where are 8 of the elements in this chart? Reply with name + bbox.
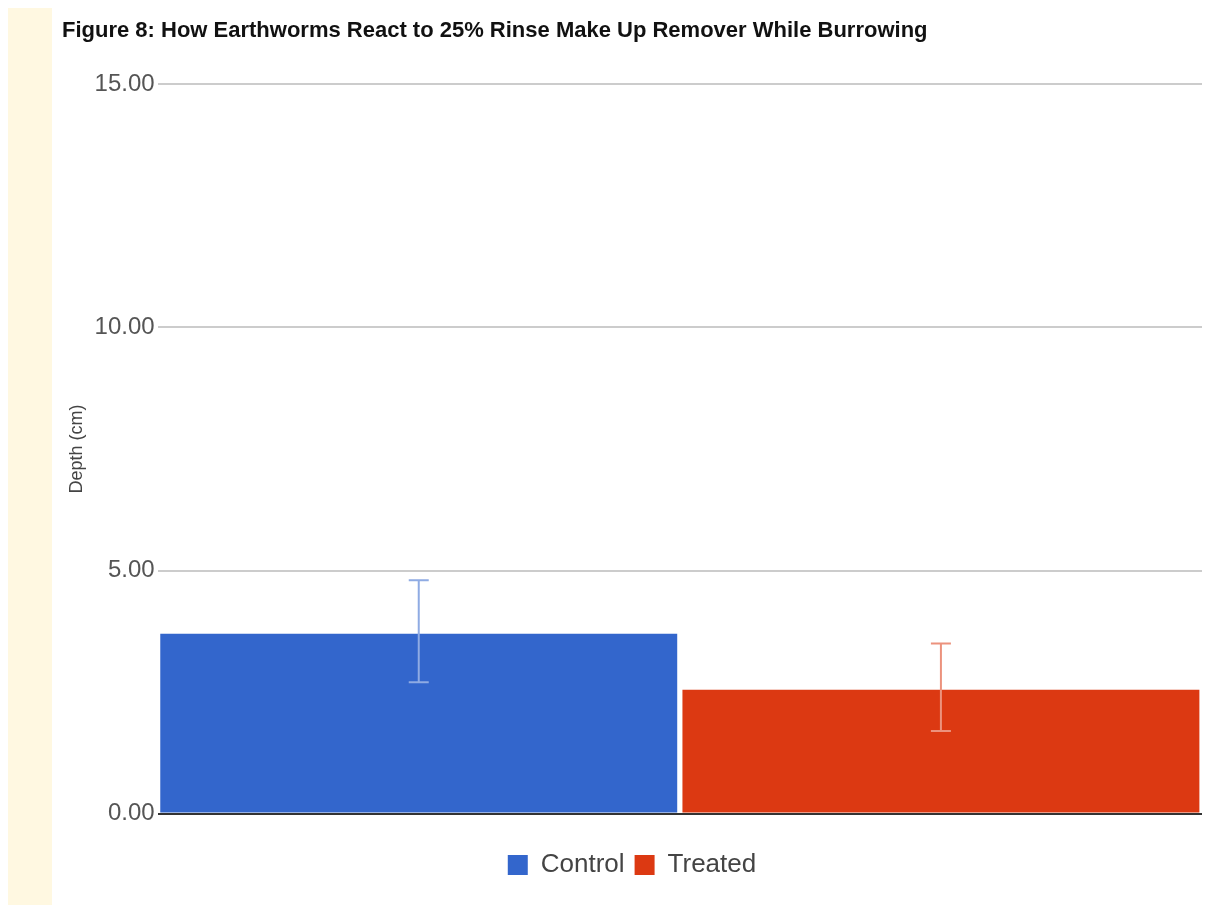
y-tick-label: 15.00 xyxy=(94,69,155,97)
y-tick-label: 5.00 xyxy=(107,555,155,583)
chart-title: Figure 8: How Earthworms React to 25% Rinse Make Up Remover While Burrowing xyxy=(62,17,928,43)
y-axis-title: Depth (cm) xyxy=(65,404,86,494)
y-tick-label: 0.00 xyxy=(107,798,155,826)
legend-label: Treated xyxy=(667,848,757,879)
y-tick-label: 10.00 xyxy=(94,312,155,340)
legend-label: Control xyxy=(540,848,625,879)
